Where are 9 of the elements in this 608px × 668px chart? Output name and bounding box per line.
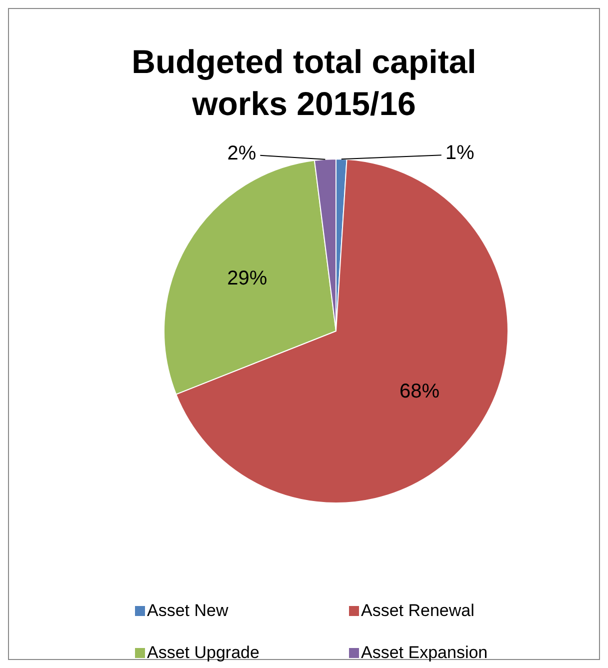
data-label: 68%	[399, 380, 440, 403]
data-label: 29%	[227, 267, 268, 290]
legend-label: Asset Upgrade	[147, 643, 260, 663]
data-label: 1%	[445, 142, 475, 164]
legend-label: Asset Renewal	[361, 601, 474, 621]
data-label: 2%	[227, 142, 256, 164]
chart-title: Budgeted total capital works 2015/16	[130, 42, 478, 124]
legend-label: Asset New	[147, 601, 228, 621]
legend-label: Asset Expansion	[361, 643, 488, 663]
